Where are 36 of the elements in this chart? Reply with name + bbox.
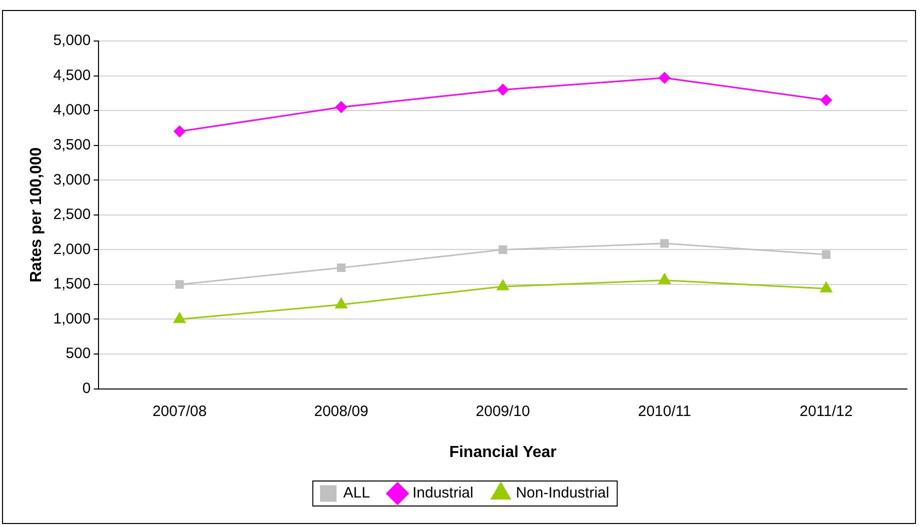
legend-label: Industrial [412,484,474,502]
y-tick-label: 0 [82,380,91,397]
x-tick-label: 2008/09 [314,402,368,420]
y-tick-label: 500 [66,345,91,362]
x-tick-label: 2010/11 [638,402,692,420]
y-tick-label: 2,000 [53,240,91,258]
point [335,101,347,113]
x-tick-label: 2009/10 [476,402,530,420]
point [335,298,348,308]
point [175,280,184,289]
point [660,239,669,248]
point [820,282,832,292]
y-tick-label: 5,000 [53,32,91,50]
legend-label: ALL [343,484,370,502]
y-tick-label: 3,000 [53,171,91,188]
y-tick-label: 4,000 [53,102,91,119]
y-tick-label: 1,500 [53,276,91,293]
point [174,312,186,323]
point [497,84,509,96]
point [820,94,832,106]
y-tick-label: 2,500 [53,206,91,224]
y-tick-label: 4,500 [53,66,91,84]
point [498,245,508,254]
point [658,274,670,284]
point [496,280,509,290]
y-tick-label: 3,500 [53,136,91,154]
point [822,250,830,259]
x-tick-label: 2007/08 [152,402,207,420]
point [336,263,346,272]
x-axis-title: Financial Year [449,444,557,461]
y-tick-label: 1,000 [53,310,91,328]
legend-label: Non-Industrial [516,484,610,502]
x-tick-label: 2011/12 [800,402,853,420]
point [174,126,186,138]
y-axis-title: Rates per 100,000 [28,147,46,282]
point [658,72,670,84]
